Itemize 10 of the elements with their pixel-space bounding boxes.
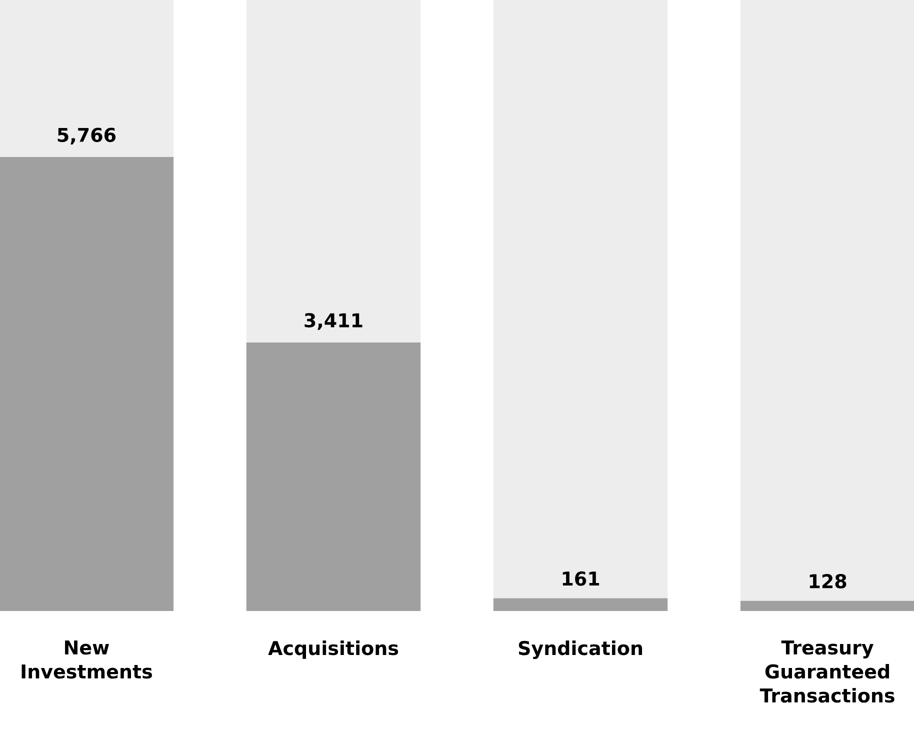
data-label: 3,411 — [304, 313, 362, 330]
bar — [493, 598, 668, 611]
x-tick-label: Acquisitions — [268, 640, 398, 659]
x-tick-label: Treasury Guaranteed Transactions — [760, 640, 894, 703]
bar — [740, 600, 914, 611]
data-label: 128 — [810, 574, 846, 588]
data-label: 5,766 — [58, 128, 116, 145]
x-tick-label: Syndication — [518, 640, 642, 660]
data-label: 161 — [562, 571, 600, 586]
x-tick-label: New Investments — [22, 640, 152, 679]
